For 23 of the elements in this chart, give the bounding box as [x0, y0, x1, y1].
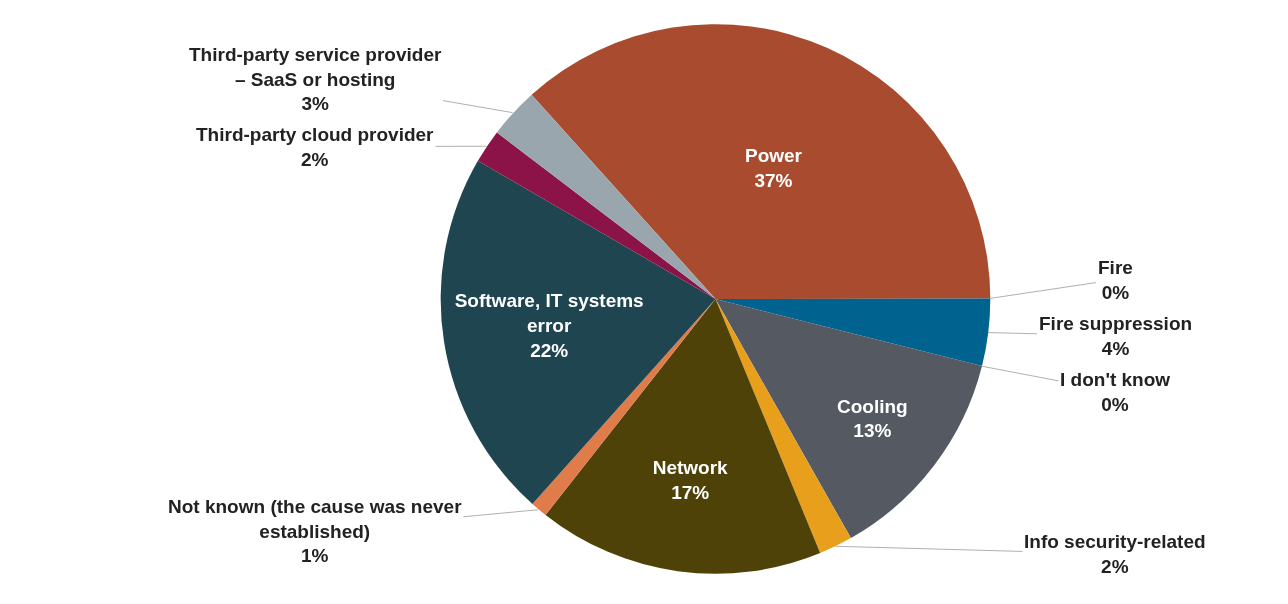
data-label: 22%	[530, 339, 569, 361]
data-label: 2%	[1101, 555, 1129, 577]
slice-label: Network	[652, 457, 729, 479]
pie-slice	[715, 298, 991, 367]
data-label: 3%	[301, 93, 330, 115]
text: 0%	[1101, 393, 1129, 415]
data-label: 4%	[1101, 337, 1130, 359]
slice-label: Not known (the cause was never established)	[168, 496, 463, 542]
slice-label: Third-party cloud provider	[196, 124, 435, 145]
text: 0%	[1101, 281, 1130, 303]
slice-label: Software, IT systems error	[454, 290, 644, 336]
data-label: 17%	[671, 481, 710, 503]
data-label: 2%	[301, 148, 329, 170]
legend-label: I don't know	[1060, 369, 1171, 390]
data-label: 1%	[301, 545, 329, 567]
category-label: Fire	[1098, 257, 1133, 278]
slice-label: Third-party service provider – SaaS or hosting	[189, 44, 442, 90]
slice-label: Cooling	[837, 395, 908, 417]
slice-label: Power	[744, 144, 803, 166]
data-label: 13%	[853, 420, 892, 442]
data-label: 37%	[754, 169, 793, 191]
slice-label: Fire suppression	[1039, 313, 1193, 334]
slice-label: Info security-related	[1024, 531, 1206, 552]
